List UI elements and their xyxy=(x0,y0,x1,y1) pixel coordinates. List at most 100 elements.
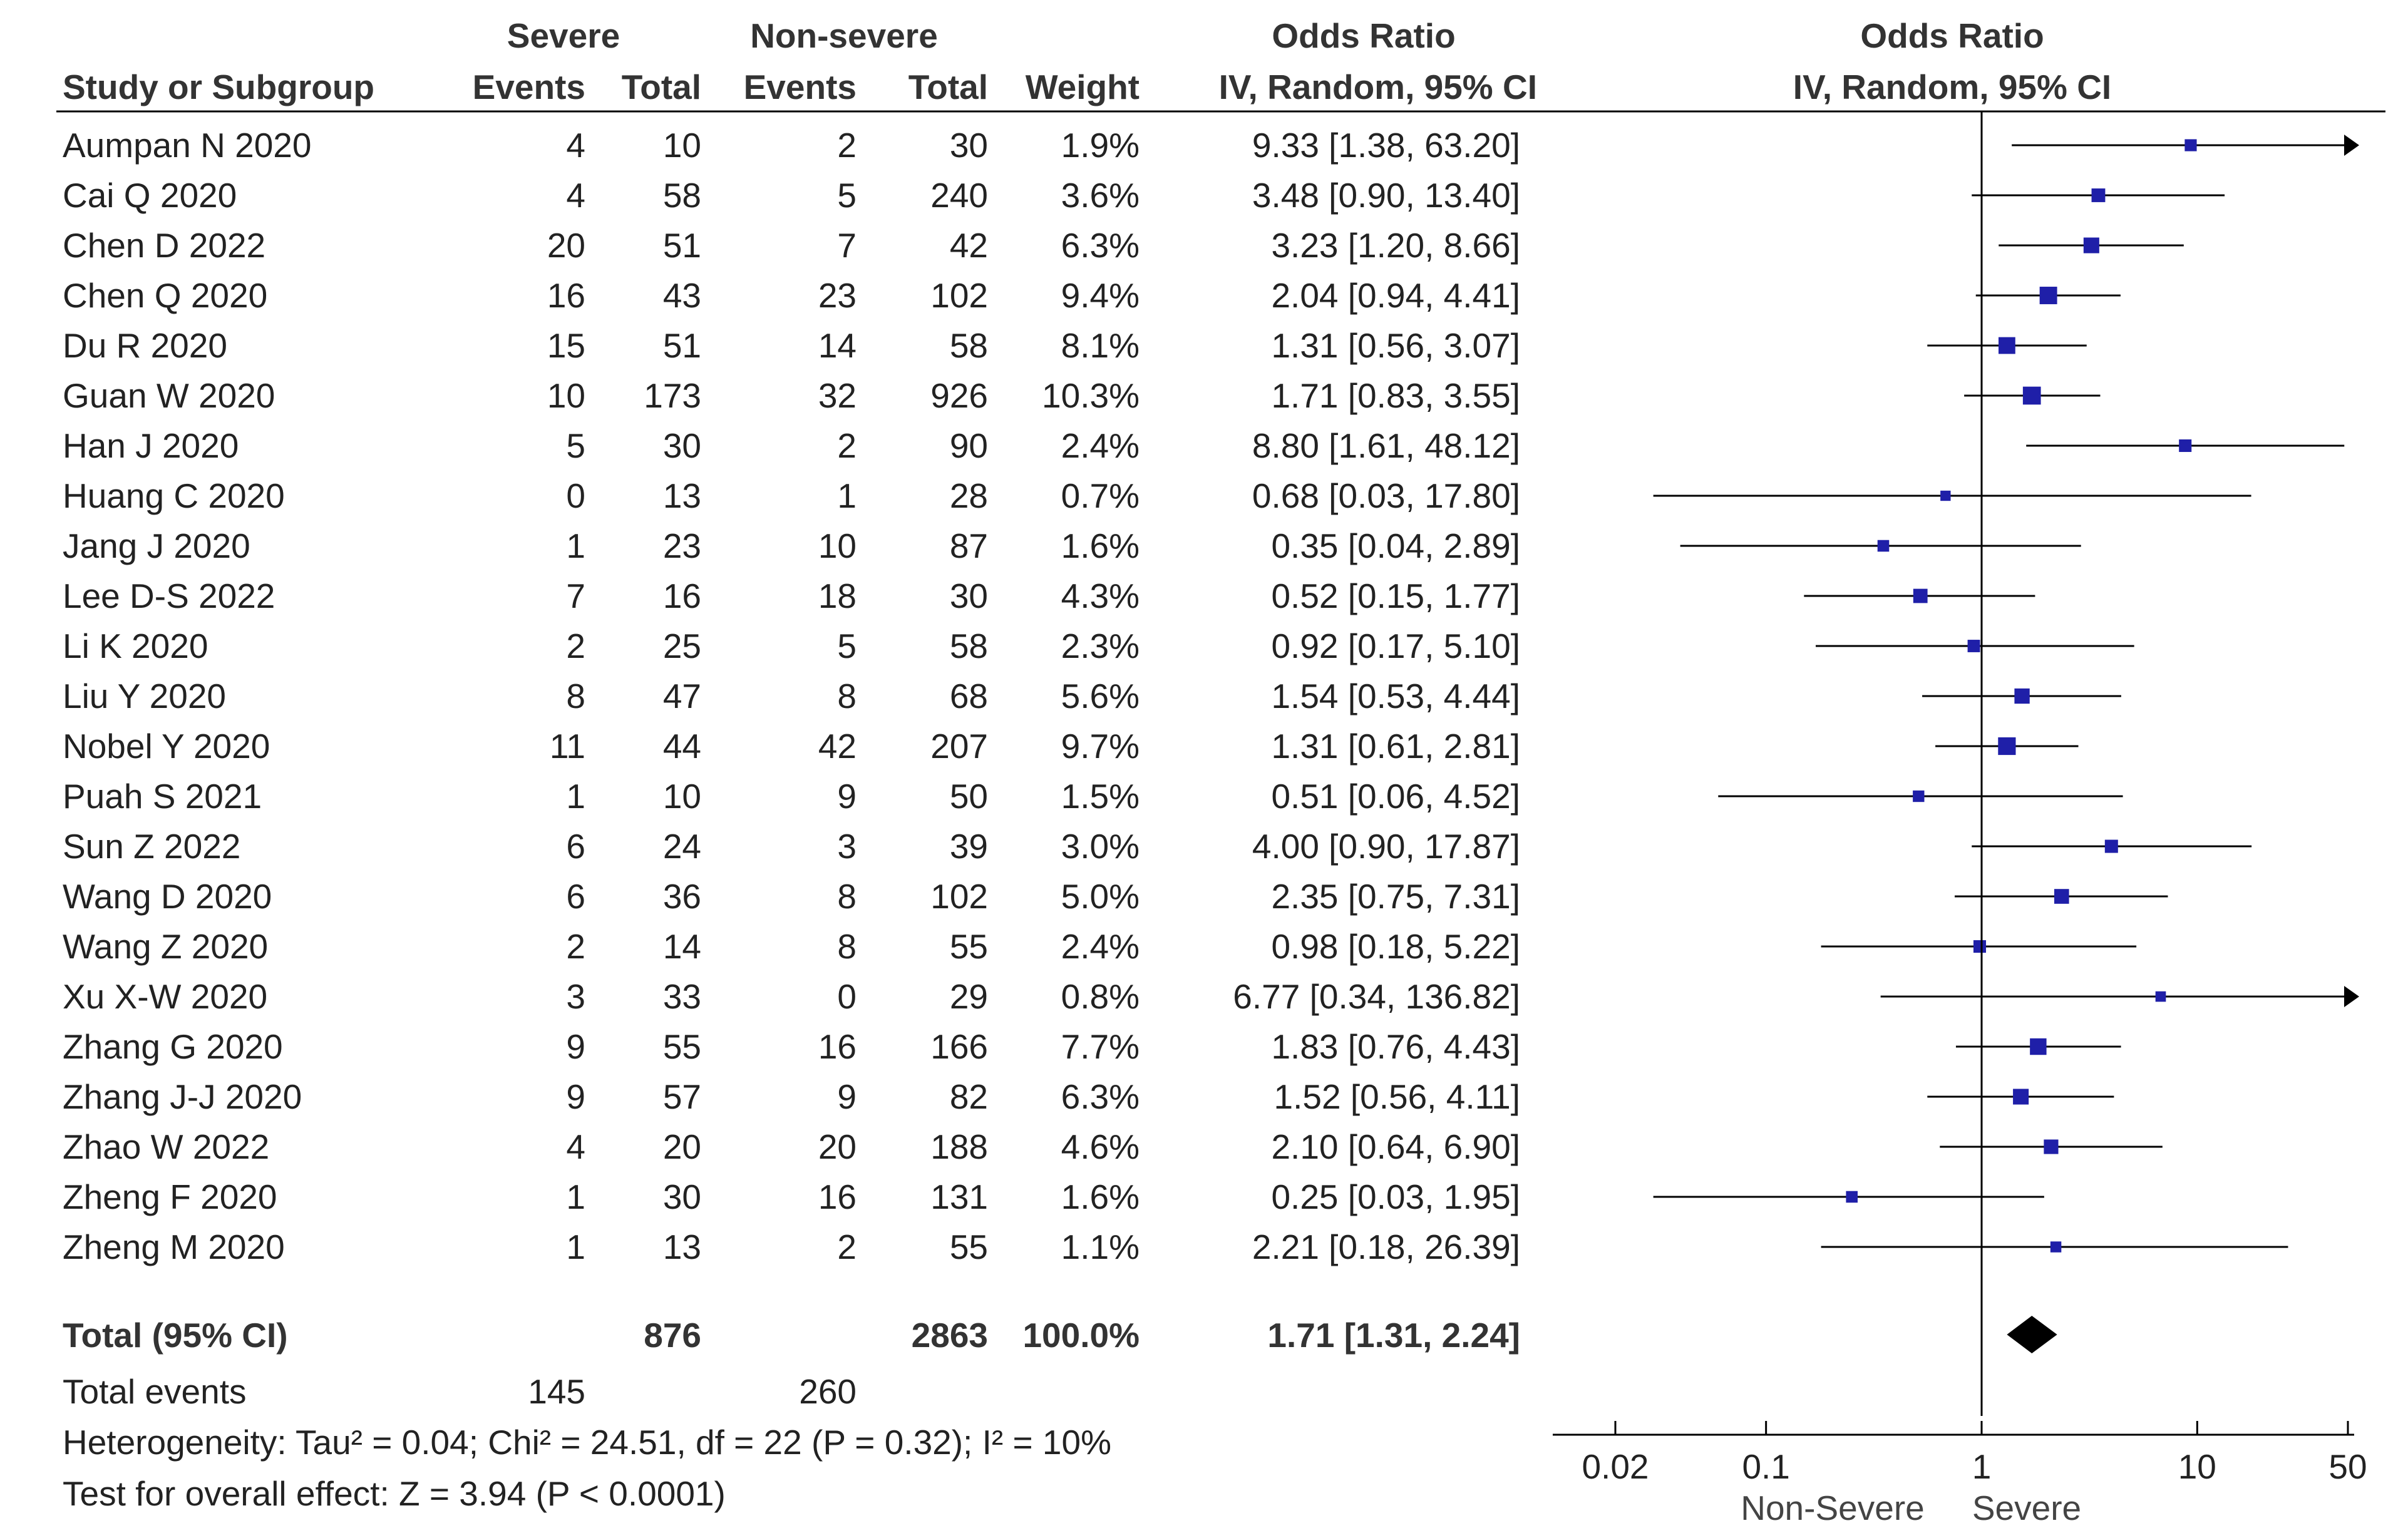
study-row: Cai Q 2020 4 58 5 240 3.6% 3.48 [0.90, 13.40] xyxy=(63,176,2225,215)
study-row: Chen D 2022 20 51 7 42 6.3% 3.23 [1.20, 8.66] xyxy=(63,226,2184,265)
severe-events: 9 xyxy=(566,1027,585,1066)
study-name: Jang J 2020 xyxy=(63,526,250,565)
study-rows: Aumpan N 2020 4 10 2 30 1.9% 9.33 [1.38, 63.20… xyxy=(63,126,2359,1266)
study-or-ci: 1.52 [0.56, 4.11] xyxy=(1274,1077,1520,1116)
point-estimate-square xyxy=(2030,1038,2047,1055)
study-row: Xu X-W 2020 3 33 0 29 0.8% 6.77 [0.34, 136.82] xyxy=(63,977,2359,1016)
study-weight: 5.6% xyxy=(1061,677,1140,715)
severe-total: 16 xyxy=(663,577,701,615)
study-weight: 3.0% xyxy=(1061,827,1140,866)
severe-events: 4 xyxy=(566,1127,585,1166)
severe-events: 20 xyxy=(547,226,585,265)
nonsevere-total: 55 xyxy=(950,927,988,966)
study-row: Liu Y 2020 8 47 8 68 5.6% 1.54 [0.53, 4.44] xyxy=(63,677,2121,715)
point-estimate-square xyxy=(2039,287,2057,304)
or-table-method-header: IV, Random, 95% CI xyxy=(1219,68,1537,106)
study-or-ci: 3.23 [1.20, 8.66] xyxy=(1271,226,1520,265)
nonsevere-total: 90 xyxy=(950,426,988,465)
study-name: Chen Q 2020 xyxy=(63,276,267,315)
severe-total: 51 xyxy=(663,326,701,365)
study-name: Lee D-S 2022 xyxy=(63,577,275,615)
study-row: Wang D 2020 6 36 8 102 5.0% 2.35 [0.75, 7.31] xyxy=(63,877,2168,916)
severe-events: 16 xyxy=(547,276,585,315)
nonsevere-events: 9 xyxy=(837,1077,857,1116)
nonsevere-total: 30 xyxy=(950,126,988,165)
nonsevere-events: 8 xyxy=(837,927,857,966)
severe-total: 51 xyxy=(663,226,701,265)
severe-events: 1 xyxy=(566,1228,585,1266)
severe-total: 44 xyxy=(663,727,701,766)
point-estimate-square xyxy=(2050,1241,2062,1253)
severe-total: 33 xyxy=(663,977,701,1016)
nonsevere-total: 29 xyxy=(950,977,988,1016)
severe-events: 0 xyxy=(566,476,585,515)
study-or-ci: 3.48 [0.90, 13.40] xyxy=(1252,176,1520,215)
axis-right-label: Severe xyxy=(1972,1489,2081,1527)
study-name: Zhang G 2020 xyxy=(63,1027,283,1066)
study-or-ci: 2.21 [0.18, 26.39] xyxy=(1252,1228,1520,1266)
point-estimate-square xyxy=(2184,139,2197,151)
study-or-ci: 6.77 [0.34, 136.82] xyxy=(1233,977,1520,1016)
study-weight: 1.5% xyxy=(1061,777,1140,816)
severe-total: 173 xyxy=(644,376,701,415)
severe-total: 24 xyxy=(663,827,701,866)
nonsevere-events: 2 xyxy=(837,426,857,465)
study-name: Zhao W 2022 xyxy=(63,1127,269,1166)
study-name: Zhang J-J 2020 xyxy=(63,1077,302,1116)
study-name: Chen D 2022 xyxy=(63,226,265,265)
severe-events: 11 xyxy=(550,727,585,766)
study-name: Aumpan N 2020 xyxy=(63,126,312,165)
total-weight: 100.0% xyxy=(1022,1316,1140,1355)
point-estimate-square xyxy=(1998,737,2016,756)
point-estimate-square xyxy=(2044,1139,2059,1154)
severe-events: 2 xyxy=(566,927,585,966)
point-estimate-square xyxy=(1973,940,1987,953)
severe-total: 57 xyxy=(663,1077,701,1116)
study-weight: 0.8% xyxy=(1061,977,1140,1016)
point-estimate-square xyxy=(1967,640,1980,652)
severe-total: 10 xyxy=(663,777,701,816)
study-or-ci: 1.54 [0.53, 4.44] xyxy=(1271,677,1520,715)
study-weight: 1.6% xyxy=(1061,526,1140,565)
axis-tick-label: 50 xyxy=(2328,1447,2367,1486)
study-weight: 9.7% xyxy=(1061,727,1140,766)
severe-total: 47 xyxy=(663,677,701,715)
study-weight: 0.7% xyxy=(1061,476,1140,515)
study-row: Zheng F 2020 1 30 16 131 1.6% 0.25 [0.03, 1.95… xyxy=(63,1177,2044,1216)
severe-events: 1 xyxy=(566,526,585,565)
nonsevere-events: 23 xyxy=(818,276,857,315)
nonsevere-total: 39 xyxy=(950,827,988,866)
study-weight: 2.4% xyxy=(1061,426,1140,465)
study-name: Nobel Y 2020 xyxy=(63,727,270,766)
total-events-label: Total events xyxy=(63,1372,247,1411)
study-weight: 4.3% xyxy=(1061,577,1140,615)
study-weight: 3.6% xyxy=(1061,176,1140,215)
nonsevere-total: 926 xyxy=(930,376,988,415)
axis-left-label: Non-Severe xyxy=(1741,1489,1924,1527)
overall-effect-text: Test for overall effect: Z = 3.94 (P < 0… xyxy=(63,1474,726,1513)
nonsevere-events: 9 xyxy=(837,777,857,816)
point-estimate-square xyxy=(1846,1191,1858,1203)
nonsevere-events: 5 xyxy=(837,176,857,215)
ci-arrow xyxy=(2344,135,2359,156)
severe-total: 30 xyxy=(663,1177,701,1216)
severe-events: 6 xyxy=(566,877,585,916)
axis-tick-label: 0.1 xyxy=(1742,1447,1789,1486)
ci-arrow xyxy=(2344,986,2359,1007)
study-or-ci: 0.68 [0.03, 17.80] xyxy=(1252,476,1520,515)
point-estimate-square xyxy=(2013,1089,2029,1105)
point-estimate-square xyxy=(1940,490,1951,501)
nonsevere-total: 50 xyxy=(950,777,988,816)
point-estimate-square xyxy=(1913,790,1925,802)
severe-events: 9 xyxy=(566,1077,585,1116)
study-row: Du R 2020 15 51 14 58 8.1% 1.31 [0.56, 3.07] xyxy=(63,326,2087,365)
study-row: Wang Z 2020 2 14 8 55 2.4% 0.98 [0.18, 5.22] xyxy=(63,927,2137,966)
nonsevere-events: 18 xyxy=(818,577,857,615)
severe-total: 13 xyxy=(663,1228,701,1266)
study-row: Puah S 2021 1 10 9 50 1.5% 0.51 [0.06, 4.52] xyxy=(63,777,2123,816)
nonsevere-group-header: Non-severe xyxy=(750,16,938,55)
x-axis: 0.02 0.1 1 10 50 xyxy=(1553,1421,2367,1486)
study-row: Sun Z 2022 6 24 3 39 3.0% 4.00 [0.90, 17.87] xyxy=(63,827,2252,866)
study-or-ci: 1.31 [0.56, 3.07] xyxy=(1271,326,1520,365)
nonsevere-events: 2 xyxy=(837,126,857,165)
